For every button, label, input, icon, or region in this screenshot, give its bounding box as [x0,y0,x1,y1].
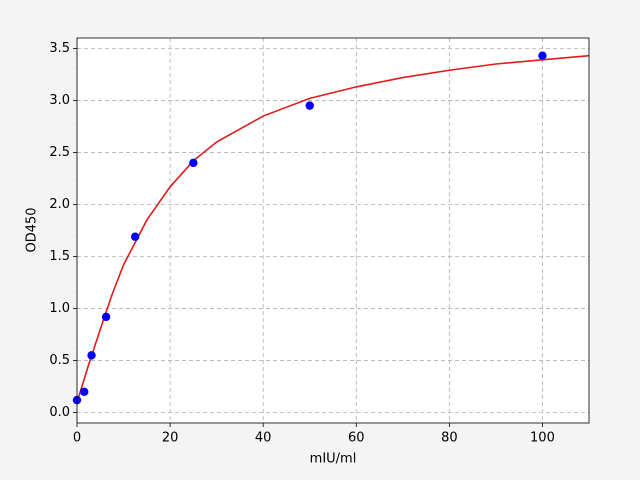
x-tick-label: 20 [162,431,179,446]
y-tick-label: 1.0 [49,301,70,316]
y-tick-label: 3.5 [49,41,70,56]
data-point [87,351,96,360]
data-point [305,101,314,110]
fit-curve [77,54,589,403]
data-point [101,312,111,322]
y-tick-label: 3.0 [49,93,70,108]
y-tick-label: 1.5 [49,249,70,264]
x-tick-label: 60 [348,431,365,446]
y-tick-label: 0.5 [49,353,70,368]
y-axis-label: OD450 [25,207,40,252]
y-tick-label: 2.0 [49,197,70,212]
y-tick-label: 2.5 [49,145,70,160]
plot-area [77,38,589,423]
x-tick-label: 80 [441,431,458,446]
y-tick-label: 0.0 [49,405,70,420]
data-point [189,158,198,168]
x-axis-label: mIU/ml [310,452,357,467]
data-point [538,51,547,60]
plot-frame [76,37,590,424]
data-point [130,232,140,241]
data-point [80,387,89,396]
x-tick-label: 0 [73,431,81,446]
x-tick-label: 40 [255,431,272,446]
x-tick-label: 100 [530,431,555,446]
